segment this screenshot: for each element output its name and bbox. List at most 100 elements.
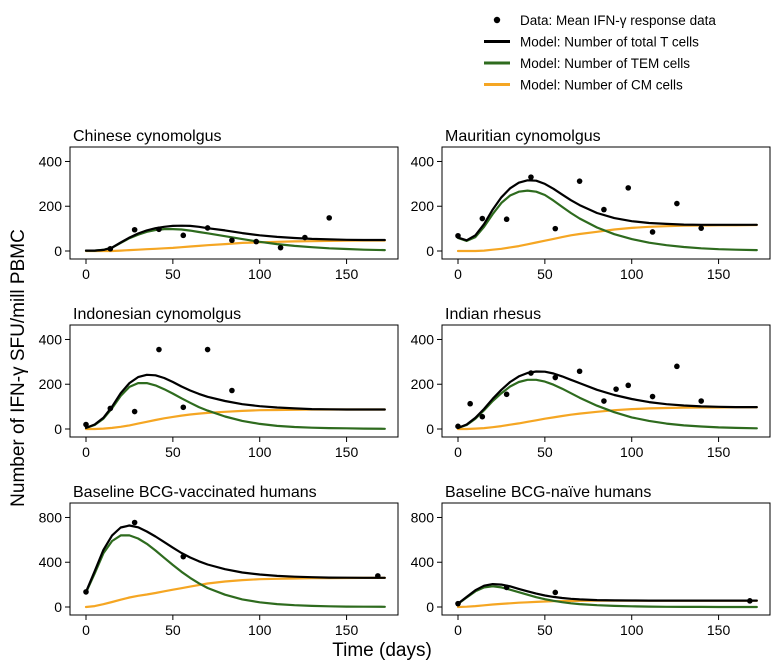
series-line-total (456, 582, 758, 605)
legend-label-tem: Model: Number of TEM cells (520, 56, 690, 71)
data-point (156, 226, 162, 233)
data-point (479, 413, 486, 420)
y-tick-label: 400 (39, 153, 63, 169)
data-point (503, 584, 510, 591)
data-point (601, 206, 607, 213)
x-tick-label: 0 (82, 266, 90, 282)
data-point (131, 519, 138, 526)
series-line-cm (456, 406, 758, 431)
data-point (503, 216, 510, 223)
data-point (552, 589, 559, 596)
x-tick-label: 50 (537, 444, 553, 460)
x-tick-label: 0 (454, 266, 462, 282)
data-point (131, 408, 138, 415)
series-line-tem (456, 189, 758, 252)
series-line-tem (84, 382, 386, 430)
series-line-total (456, 179, 758, 242)
y-axis-title: Number of IFN-γ SFU/mill PBMC (8, 229, 29, 507)
data-point (83, 589, 89, 595)
data-point (552, 374, 559, 381)
legend-item-data: Data: Mean IFN-γ response data (493, 13, 716, 28)
x-tick-label: 0 (82, 444, 90, 460)
panel-3: Indonesian cynomolgus 0 200 400 0 50 100 150 (39, 306, 399, 460)
y-tick-label: 800 (411, 509, 435, 525)
data-point (253, 238, 260, 245)
y-tick-label: 400 (39, 331, 63, 347)
series-line-total (84, 524, 386, 594)
data-point (277, 244, 284, 251)
data-point (302, 234, 308, 241)
data-point (229, 387, 235, 394)
data-point (479, 215, 486, 222)
x-tick-label: 150 (335, 266, 359, 282)
x-tick-label: 150 (335, 622, 359, 638)
x-tick-label: 50 (165, 266, 181, 282)
panel-frame (441, 502, 771, 616)
panel-6: Baseline BCG-naïve humans 0 400 800 0 50 100 15… (411, 484, 771, 638)
legend-item-cm: Model: Number of CM cells (484, 78, 683, 93)
panel-frame (69, 502, 399, 616)
panel-frame (441, 324, 771, 438)
data-point (180, 404, 187, 411)
series-line-cm (456, 223, 758, 253)
data-point (649, 229, 656, 235)
y-tick-label: 0 (426, 243, 434, 259)
y-tick-label: 200 (411, 376, 435, 392)
x-tick-label: 50 (537, 266, 553, 282)
series-line-tem (456, 378, 758, 430)
data-point (107, 405, 114, 412)
x-tick-label: 100 (620, 444, 644, 460)
x-tick-label: 150 (707, 266, 731, 282)
x-tick-label: 100 (248, 266, 272, 282)
data-point (455, 600, 461, 607)
series-line-tem (84, 534, 386, 608)
panel-title: Chinese cynomolgus (73, 128, 222, 145)
y-tick-label: 0 (54, 599, 62, 615)
data-point (528, 370, 534, 376)
y-tick-label: 800 (39, 509, 63, 525)
data-point (455, 232, 461, 239)
x-axis-title: Time (days) (332, 640, 432, 661)
y-tick-label: 0 (426, 599, 434, 615)
series-line-cm (84, 239, 386, 253)
series-line-total (84, 373, 386, 429)
panel-title: Indonesian cynomolgus (73, 306, 241, 323)
y-tick-label: 200 (39, 198, 63, 214)
data-point (698, 398, 704, 404)
panel-5: Baseline BCG-vaccinated humans 0 400 800 0 50… (39, 484, 399, 638)
data-point (156, 346, 162, 353)
x-tick-label: 100 (620, 266, 644, 282)
data-point (528, 174, 534, 180)
series-line-tem (456, 585, 758, 609)
y-tick-label: 400 (411, 554, 435, 570)
legend-label-total: Model: Number of total T cells (520, 35, 699, 50)
data-point (229, 237, 235, 244)
data-point (204, 225, 211, 231)
data-point (180, 232, 187, 239)
series-line-total (456, 370, 758, 429)
x-tick-label: 100 (248, 444, 272, 460)
y-tick-label: 400 (39, 554, 63, 570)
panel-title: Baseline BCG-naïve humans (445, 484, 651, 501)
data-point (107, 245, 114, 252)
legend-label-data: Data: Mean IFN-γ response data (520, 13, 716, 28)
data-point (455, 423, 461, 430)
data-point (576, 178, 583, 184)
data-point (552, 225, 559, 232)
y-tick-label: 200 (39, 376, 63, 392)
data-point (375, 573, 381, 579)
data-point (204, 346, 211, 353)
data-point (625, 382, 632, 389)
legend-marker-data (493, 16, 501, 24)
x-tick-label: 0 (82, 622, 90, 638)
panel-frame (69, 324, 399, 438)
x-tick-label: 100 (620, 622, 644, 638)
panel-2: Mauritian cynomolgus 0 200 400 0 50 100 150 (411, 128, 771, 282)
data-point (747, 598, 753, 604)
x-tick-label: 50 (165, 444, 181, 460)
data-point (83, 421, 89, 428)
data-point (613, 386, 619, 392)
data-point (326, 215, 333, 221)
y-tick-label: 400 (411, 153, 435, 169)
